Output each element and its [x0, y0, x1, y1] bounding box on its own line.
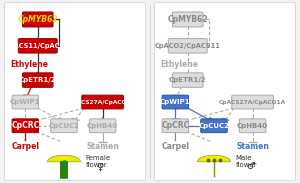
- Text: CpMYB62: CpMYB62: [167, 15, 208, 24]
- Text: CpMYB62: CpMYB62: [17, 15, 58, 24]
- Text: CpWIP1: CpWIP1: [160, 99, 190, 105]
- Text: ♀: ♀: [96, 161, 103, 171]
- FancyBboxPatch shape: [232, 95, 273, 109]
- FancyBboxPatch shape: [172, 73, 203, 87]
- FancyBboxPatch shape: [12, 119, 39, 133]
- Text: CpACS27A/CpACO1A: CpACS27A/CpACO1A: [219, 100, 286, 104]
- Polygon shape: [187, 38, 189, 39]
- FancyBboxPatch shape: [12, 95, 39, 109]
- FancyBboxPatch shape: [172, 12, 203, 27]
- Text: Carpel: Carpel: [11, 142, 39, 151]
- FancyBboxPatch shape: [60, 161, 68, 178]
- FancyBboxPatch shape: [162, 119, 189, 133]
- Text: Ethylene: Ethylene: [11, 60, 49, 69]
- Text: Stamen: Stamen: [236, 142, 269, 151]
- Text: CpWIP1: CpWIP1: [10, 99, 40, 105]
- FancyBboxPatch shape: [162, 95, 189, 109]
- Polygon shape: [58, 140, 61, 142]
- FancyBboxPatch shape: [18, 39, 57, 53]
- Polygon shape: [37, 72, 39, 74]
- Text: Stamen: Stamen: [86, 142, 119, 151]
- Text: Male
flower: Male flower: [236, 155, 257, 168]
- FancyBboxPatch shape: [4, 3, 146, 180]
- FancyBboxPatch shape: [168, 39, 207, 53]
- Text: CpCUC2: CpCUC2: [49, 123, 80, 129]
- Polygon shape: [188, 19, 191, 20]
- FancyBboxPatch shape: [22, 12, 53, 27]
- FancyBboxPatch shape: [82, 95, 123, 109]
- Polygon shape: [174, 140, 176, 142]
- Polygon shape: [187, 72, 189, 74]
- Text: CpCRC: CpCRC: [161, 121, 189, 130]
- FancyBboxPatch shape: [201, 119, 227, 133]
- Polygon shape: [37, 38, 39, 39]
- Polygon shape: [208, 140, 211, 142]
- Polygon shape: [251, 118, 254, 119]
- Polygon shape: [190, 118, 194, 119]
- Polygon shape: [197, 155, 230, 162]
- Text: CpCRC: CpCRC: [11, 121, 39, 130]
- Text: CpACO2/CpACS11: CpACO2/CpACS11: [155, 43, 221, 49]
- Text: CpETR1/2: CpETR1/2: [169, 77, 206, 83]
- FancyBboxPatch shape: [22, 73, 53, 87]
- FancyBboxPatch shape: [51, 119, 77, 133]
- Text: CpHB40: CpHB40: [87, 123, 118, 129]
- FancyBboxPatch shape: [154, 3, 296, 180]
- Polygon shape: [101, 118, 104, 119]
- Text: CpHB40: CpHB40: [237, 123, 268, 129]
- Polygon shape: [47, 155, 80, 162]
- Text: Ethylene: Ethylene: [160, 60, 199, 69]
- Polygon shape: [24, 140, 26, 142]
- Text: CpACS27A/CpACO1A: CpACS27A/CpACO1A: [69, 100, 136, 104]
- Text: CpETR1/2: CpETR1/2: [19, 77, 56, 83]
- Text: CpACS11/CpACO2: CpACS11/CpACO2: [5, 43, 71, 49]
- Polygon shape: [38, 19, 41, 20]
- Text: Female
flower: Female flower: [85, 155, 110, 168]
- Text: Carpel: Carpel: [161, 142, 189, 151]
- Polygon shape: [40, 118, 44, 119]
- FancyBboxPatch shape: [89, 119, 116, 133]
- Text: ♂: ♂: [246, 161, 255, 171]
- Text: CpCUC2: CpCUC2: [199, 123, 230, 129]
- FancyBboxPatch shape: [239, 119, 266, 133]
